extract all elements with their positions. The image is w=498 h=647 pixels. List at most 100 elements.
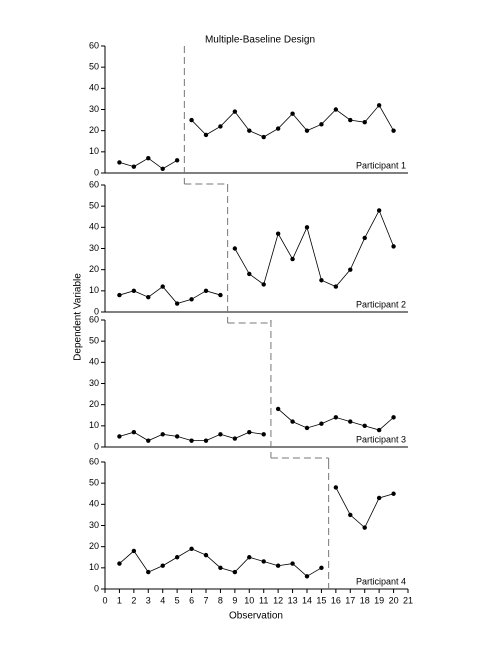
- y-tick-label: 50: [89, 478, 99, 488]
- data-point: [160, 284, 165, 289]
- data-point: [275, 563, 281, 568]
- data-point: [146, 569, 151, 575]
- y-tick-label: 30: [89, 520, 99, 530]
- y-tick-label: 50: [89, 62, 99, 72]
- data-point: [391, 415, 396, 420]
- y-tick-label: 10: [89, 420, 99, 430]
- x-tick-label: 17: [345, 595, 355, 605]
- data-point: [218, 292, 223, 298]
- y-tick-label: 40: [89, 357, 99, 367]
- data-line: [234, 209, 394, 288]
- panel-label: Participant 4: [356, 576, 406, 586]
- data-point: [247, 271, 252, 277]
- y-tick-label: 50: [89, 201, 99, 211]
- x-tick-label: 20: [389, 595, 399, 605]
- data-point: [174, 555, 180, 560]
- data-point: [117, 292, 122, 298]
- data-point: [304, 574, 310, 579]
- y-tick-label: 60: [89, 40, 99, 50]
- data-point: [146, 294, 151, 300]
- x-tick-label: 0: [102, 595, 107, 605]
- y-tick-label: 10: [89, 146, 99, 156]
- x-tick-label: 18: [360, 595, 370, 605]
- y-tick-label: 0: [94, 583, 99, 593]
- data-point: [131, 548, 137, 554]
- data-point: [376, 103, 382, 108]
- data-point: [333, 107, 339, 112]
- x-tick-label: 10: [244, 595, 254, 605]
- data-point: [203, 132, 209, 138]
- x-tick-label: 2: [131, 595, 136, 605]
- data-point: [117, 434, 122, 439]
- data-point: [362, 423, 367, 429]
- data-point: [290, 419, 295, 424]
- data-point: [131, 164, 137, 169]
- data-point: [290, 111, 295, 116]
- y-tick-label: 10: [89, 285, 99, 295]
- data-point: [319, 122, 324, 127]
- data-point: [146, 438, 151, 443]
- y-tick-label: 20: [89, 541, 99, 551]
- x-tick-label: 7: [203, 595, 208, 605]
- data-point: [304, 425, 310, 431]
- x-axis-label: Observation: [229, 611, 283, 622]
- y-tick-label: 30: [89, 243, 99, 253]
- data-point: [319, 421, 324, 426]
- data-point: [261, 432, 266, 437]
- x-tick-label: 12: [273, 595, 283, 605]
- data-point: [391, 244, 396, 249]
- x-tick-label: 6: [189, 595, 194, 605]
- y-tick-label: 10: [89, 562, 99, 572]
- panel-label: Participant 2: [356, 299, 406, 309]
- x-tick-label: 19: [374, 595, 384, 605]
- data-point: [203, 438, 209, 443]
- data-point: [304, 128, 310, 133]
- x-tick-label: 14: [302, 595, 312, 605]
- data-point: [203, 552, 209, 558]
- data-point: [131, 429, 137, 435]
- data-point: [247, 429, 252, 435]
- x-tick-label: 21: [403, 595, 413, 605]
- data-point: [348, 117, 353, 123]
- data-point: [174, 301, 180, 306]
- data-point: [117, 561, 122, 566]
- data-point: [391, 491, 396, 496]
- data-point: [131, 288, 137, 294]
- x-tick-label: 11: [259, 595, 268, 605]
- y-tick-label: 0: [94, 441, 99, 451]
- data-point: [189, 297, 194, 302]
- data-point: [261, 559, 266, 564]
- data-point: [160, 432, 165, 437]
- data-point: [203, 288, 209, 294]
- chart-title: Multiple-Baseline Design: [205, 35, 315, 46]
- data-point: [348, 512, 353, 518]
- data-point: [362, 525, 367, 530]
- data-point: [362, 120, 367, 125]
- y-tick-label: 50: [89, 336, 99, 346]
- data-point: [174, 434, 180, 439]
- data-point: [189, 438, 194, 443]
- data-point: [376, 495, 382, 501]
- data-point: [275, 231, 281, 236]
- data-point: [333, 485, 339, 490]
- data-point: [290, 256, 295, 262]
- data-point: [232, 246, 238, 251]
- y-axis-label: Dependent Variable: [73, 273, 84, 361]
- data-point: [232, 569, 238, 575]
- data-point: [362, 235, 367, 241]
- data-point: [117, 160, 122, 165]
- data-point: [376, 208, 382, 213]
- data-point: [319, 278, 324, 283]
- data-point: [261, 134, 266, 140]
- y-tick-label: 60: [89, 456, 99, 466]
- data-point: [189, 546, 194, 551]
- x-tick-label: 1: [117, 595, 122, 605]
- x-tick-label: 9: [232, 595, 237, 605]
- data-point: [333, 415, 339, 420]
- data-point: [247, 555, 252, 560]
- y-tick-label: 30: [89, 104, 99, 114]
- data-point: [218, 565, 223, 571]
- data-line: [335, 487, 394, 529]
- y-tick-label: 40: [89, 222, 99, 232]
